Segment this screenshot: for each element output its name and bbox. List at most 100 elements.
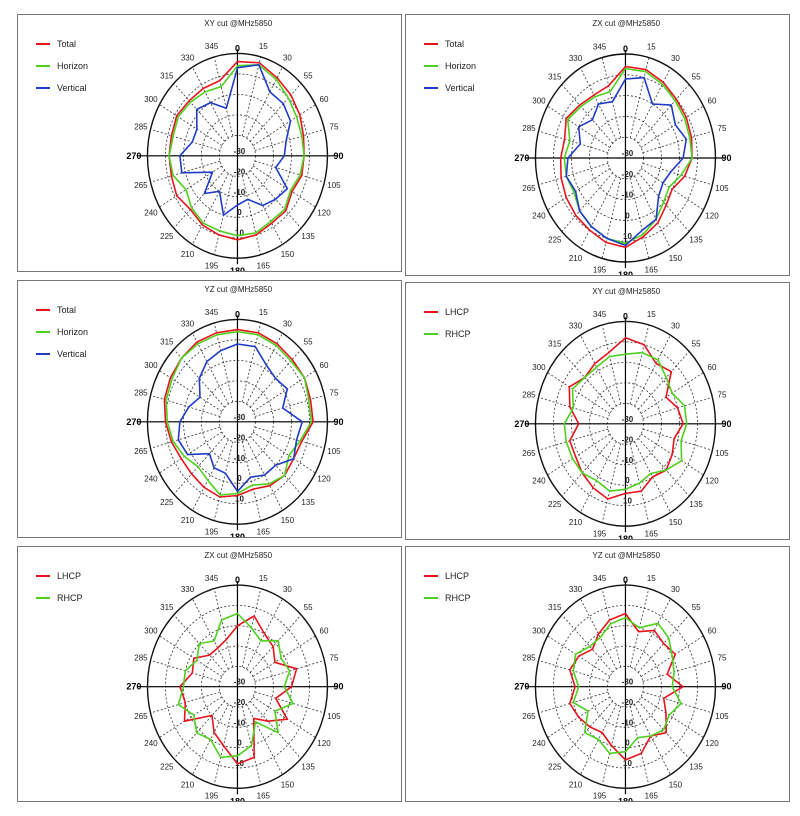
angle-tick-label: 265 — [522, 449, 536, 458]
angle-tick-label: 55 — [304, 71, 313, 80]
grid-spoke — [601, 324, 622, 405]
angle-tick-label: 75 — [330, 122, 339, 131]
grid-spoke — [192, 66, 229, 139]
angle-tick-label: 225 — [548, 500, 562, 509]
angle-tick-label: 330 — [181, 585, 195, 594]
series-line-vertical — [177, 343, 304, 493]
angle-tick-label: 75 — [718, 654, 727, 663]
angle-tick-label: 265 — [522, 184, 536, 193]
legend-label-rhcp: RHCP — [445, 593, 471, 603]
angle-tick-label: 345 — [205, 574, 219, 583]
grid-spoke — [637, 438, 690, 497]
grid-spoke — [601, 588, 622, 668]
legend-label-total: Total — [57, 39, 76, 49]
grid-spoke — [254, 160, 325, 183]
angle-tick-label: 165 — [645, 530, 659, 539]
grid-spoke — [580, 441, 617, 513]
angle-tick-label: 300 — [144, 95, 158, 104]
radial-tick-label: 0 — [625, 739, 630, 748]
angle-tick-label: 265 — [522, 712, 536, 721]
grid-spoke — [159, 696, 223, 738]
angle-tick-label: 210 — [569, 254, 583, 263]
angle-tick-label: 210 — [569, 780, 583, 789]
radial-tick-label: 0 — [237, 208, 242, 217]
grid-spoke — [252, 370, 316, 412]
grid-spoke — [173, 349, 226, 408]
grid-spoke — [637, 172, 690, 232]
angle-tick-label: 180 — [230, 796, 245, 801]
angle-tick-label: 105 — [327, 181, 341, 190]
legend-label-vertical: Vertical — [445, 83, 475, 93]
angle-tick-label: 285 — [134, 654, 148, 663]
angle-tick-label: 15 — [647, 574, 656, 583]
grid-spoke — [150, 128, 221, 151]
angle-tick-label: 240 — [532, 739, 546, 748]
angle-tick-label: 55 — [692, 603, 701, 612]
angle-tick-label: 135 — [689, 762, 703, 771]
angle-tick-label: 90 — [721, 682, 731, 692]
angle-tick-label: 300 — [144, 361, 158, 370]
grid-spoke — [241, 322, 262, 403]
angle-tick-label: 180 — [230, 266, 245, 271]
angle-tick-label: 270 — [126, 417, 141, 427]
grid-spoke — [192, 598, 229, 670]
angle-tick-label: 75 — [718, 124, 727, 133]
radial-tick-label: -10 — [234, 718, 246, 727]
angle-tick-label: 75 — [330, 654, 339, 663]
angle-tick-label: 30 — [671, 321, 680, 330]
angle-tick-label: 105 — [715, 449, 729, 458]
angle-tick-label: 105 — [327, 447, 341, 456]
angle-tick-label: 150 — [281, 250, 295, 259]
series-line-lhcp — [569, 612, 684, 761]
grid-spoke — [634, 175, 671, 249]
grid-spoke — [249, 83, 302, 142]
angle-tick-label: 165 — [645, 792, 659, 801]
series-line-horizon — [563, 67, 693, 245]
radial-tick-label: 0 — [237, 739, 242, 748]
angle-tick-label: 90 — [721, 153, 731, 163]
angle-tick-label: 330 — [569, 321, 583, 330]
angle-tick-label: 15 — [259, 308, 268, 317]
chart-title: XY cut @MHz5850 — [204, 19, 273, 28]
polar-grid — [137, 315, 338, 531]
radial-tick-label: -30 — [234, 413, 246, 422]
grid-spoke — [252, 165, 316, 208]
grid-spoke — [561, 351, 614, 410]
angle-tick-label: 15 — [647, 42, 656, 51]
grid-spoke — [252, 635, 316, 677]
angle-tick-label: 300 — [532, 626, 546, 635]
angle-tick-label: 120 — [317, 209, 331, 218]
angle-tick-label: 135 — [301, 498, 315, 507]
angle-tick-label: 0 — [623, 44, 628, 54]
grid-spoke — [637, 351, 690, 410]
angle-tick-label: 75 — [718, 390, 727, 399]
grid-spoke — [629, 178, 650, 259]
polar-grid — [525, 581, 726, 795]
grid-spoke — [561, 614, 614, 673]
grid-spoke — [159, 431, 223, 474]
angle-tick-label: 285 — [522, 654, 536, 663]
angle-tick-label: 60 — [708, 363, 717, 372]
grid-spoke — [192, 704, 229, 775]
angle-tick-label: 270 — [514, 419, 529, 429]
polar-chart-3: YZ cut @MHz5850 0 15 30 55 60 75 90 105 120 135 150… — [36, 285, 343, 537]
legend-label-total: Total — [445, 39, 464, 49]
angle-tick-label: 270 — [514, 153, 529, 163]
angle-tick-label: 225 — [160, 498, 174, 507]
series-line-vertical — [565, 76, 688, 247]
angle-tick-label: 270 — [126, 151, 141, 161]
polar-grid — [137, 581, 338, 795]
angle-tick-label: 135 — [689, 500, 703, 509]
angle-tick-label: 135 — [301, 232, 315, 241]
grid-spoke — [249, 614, 302, 673]
angle-tick-label: 90 — [721, 419, 731, 429]
angle-tick-label: 240 — [144, 209, 158, 218]
angle-tick-label: 225 — [548, 762, 562, 771]
grid-spoke — [547, 168, 611, 211]
grid-spoke — [254, 426, 325, 449]
grid-spoke — [150, 426, 221, 449]
grid-spoke — [634, 704, 671, 775]
angle-tick-label: 180 — [618, 270, 633, 275]
radial-tick-label: 10 — [623, 232, 632, 241]
angle-tick-label: 0 — [235, 43, 240, 53]
